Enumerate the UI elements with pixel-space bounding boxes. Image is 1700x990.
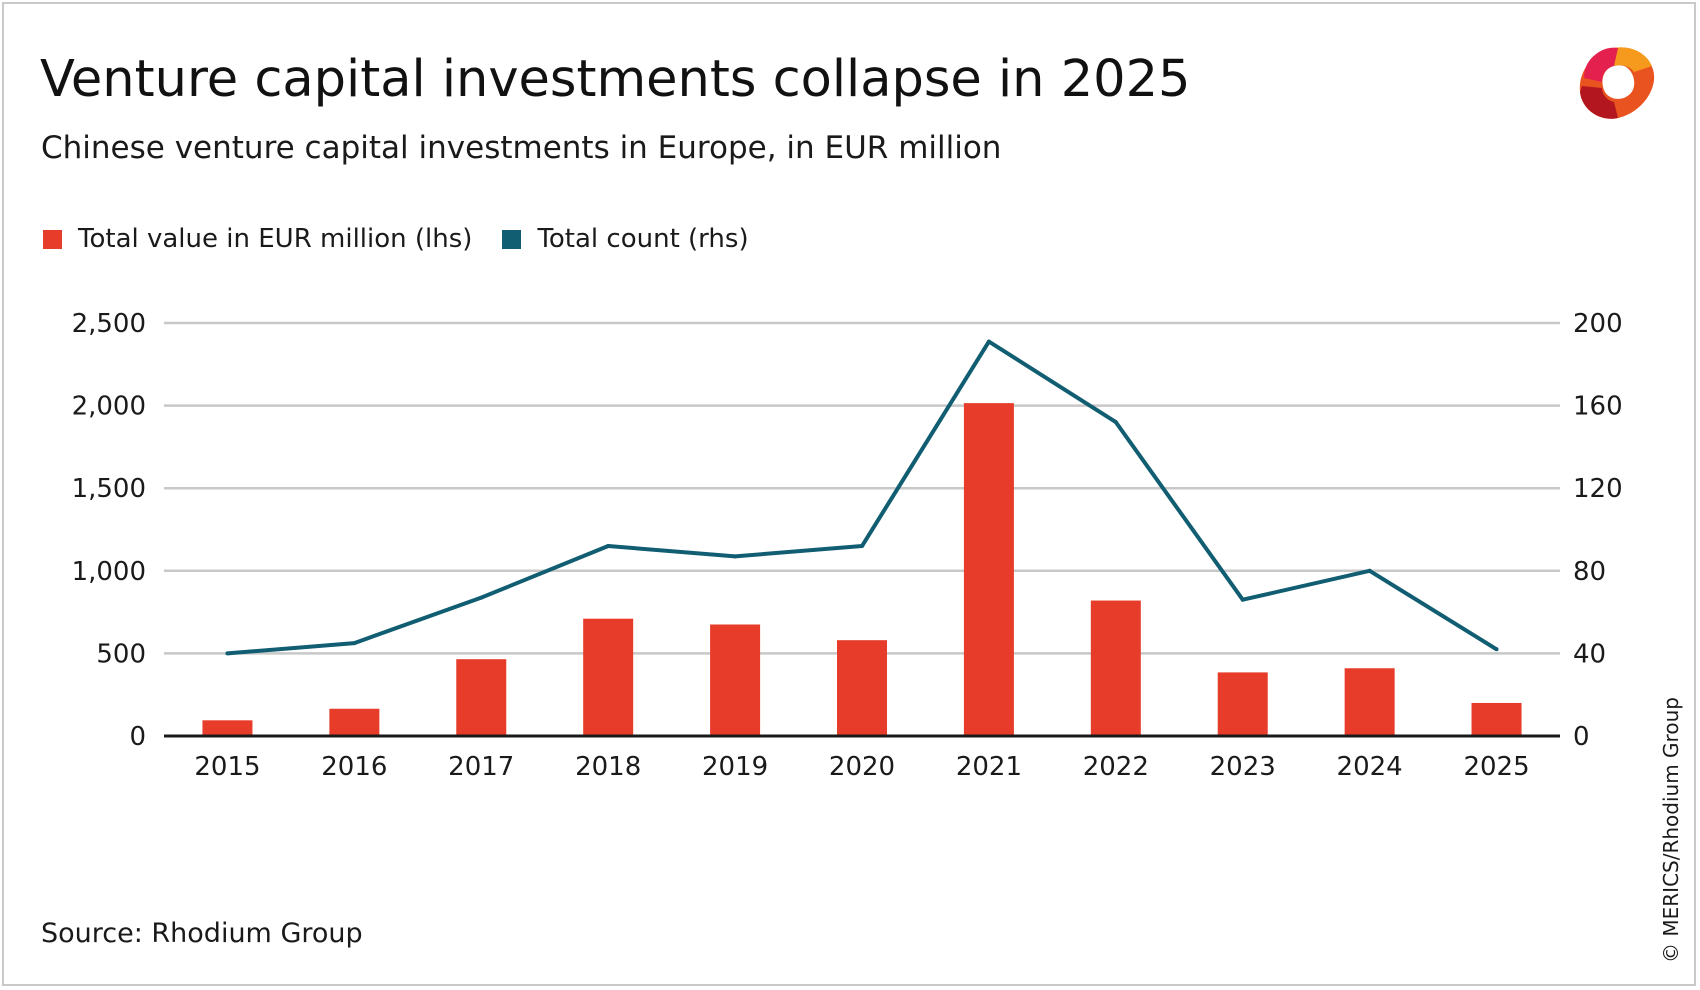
count-line [227, 339, 1498, 656]
count-point [1240, 597, 1245, 602]
y-right-tick-label: 120 [1573, 474, 1623, 504]
bar [202, 720, 253, 736]
y-left-tick-label: 1,000 [72, 557, 146, 587]
count-point [1494, 647, 1499, 652]
y-left-tick-label: 0 [129, 722, 146, 752]
y-right-tick-label: 40 [1573, 639, 1606, 669]
y-left-tick-label: 2,500 [72, 309, 146, 339]
copyright-note: © MERICS/Rhodium Group [1659, 697, 1683, 963]
count-point [733, 554, 738, 559]
x-tick-label: 2025 [1463, 752, 1529, 782]
bar [1090, 600, 1141, 736]
count-point [986, 339, 991, 344]
chart-title: Venture capital investments collapse in … [40, 50, 1191, 109]
y-right-tick-label: 80 [1573, 557, 1606, 587]
merics-logo-icon [1579, 47, 1655, 119]
legend-label-value: Total value in EUR million (lhs) [78, 224, 473, 254]
x-tick-label: 2021 [956, 752, 1022, 782]
legend-swatch-value [43, 229, 62, 249]
bar [710, 624, 761, 736]
bar [837, 640, 887, 736]
legend-swatch-count [502, 229, 522, 249]
legend: Total value in EUR million (lhs) Total c… [43, 224, 779, 254]
legend-item-count: Total count (rhs) [502, 224, 749, 254]
y-left-tick-label: 1,500 [72, 474, 146, 504]
count-point [352, 641, 357, 646]
bar [1471, 702, 1522, 736]
bar [583, 618, 634, 736]
x-tick-label: 2015 [194, 752, 260, 782]
x-tick-label: 2023 [1210, 752, 1276, 782]
x-tick-label: 2019 [702, 752, 768, 782]
count-point [225, 651, 230, 656]
bar [1217, 672, 1268, 736]
count-point [479, 595, 484, 600]
source-note: Source: Rhodium Group [41, 918, 363, 949]
x-tick-label: 2016 [321, 752, 387, 782]
y-left-tick-label: 2,000 [72, 392, 146, 422]
count-point [860, 544, 864, 549]
x-tick-label: 2018 [575, 752, 641, 782]
x-tick-label: 2022 [1083, 752, 1149, 782]
bar [456, 659, 507, 736]
y-right-tick-label: 0 [1573, 722, 1590, 752]
bar [329, 708, 380, 736]
legend-item-value: Total value in EUR million (lhs) [43, 224, 472, 254]
y-right-tick-label: 160 [1573, 392, 1623, 422]
count-point [1367, 568, 1372, 573]
chart-subtitle: Chinese venture capital investments in E… [41, 130, 1002, 166]
y-right-tick-label: 200 [1573, 309, 1623, 339]
x-tick-label: 2017 [448, 752, 514, 782]
count-point [606, 544, 611, 549]
y-left-tick-label: 500 [96, 639, 146, 669]
x-tick-label: 2020 [829, 752, 895, 782]
bar [1344, 668, 1395, 736]
bar [963, 403, 1014, 736]
x-tick-label: 2024 [1337, 752, 1403, 782]
legend-label-count: Total count (rhs) [537, 224, 749, 254]
count-point [1113, 420, 1118, 425]
